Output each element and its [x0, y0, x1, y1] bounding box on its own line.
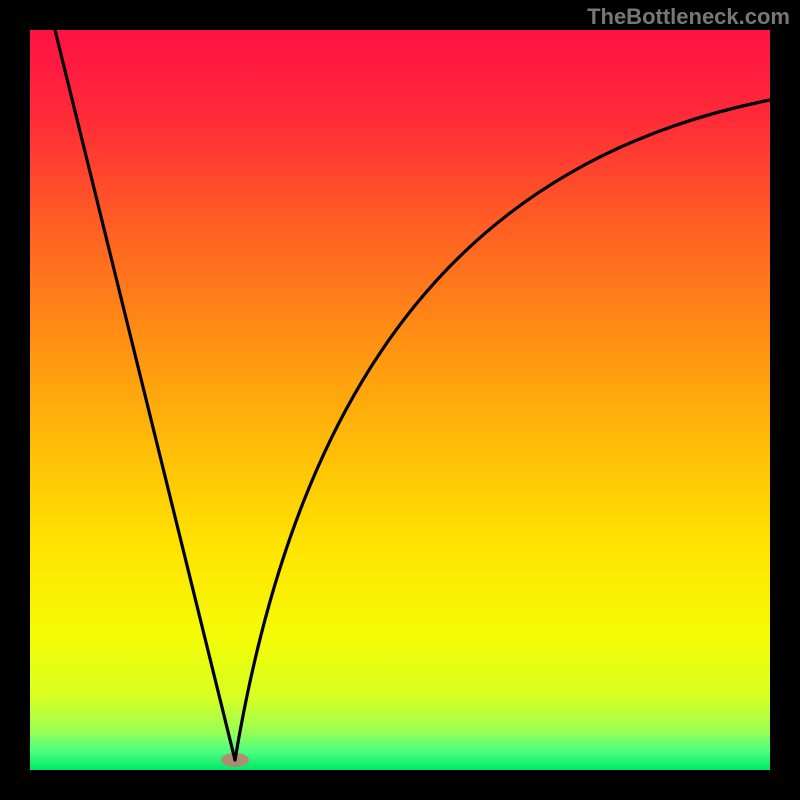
chart-background [30, 30, 770, 770]
chart-container: TheBottleneck.com [0, 0, 800, 800]
watermark-text: TheBottleneck.com [587, 4, 790, 30]
bottleneck-curve-chart [0, 0, 800, 800]
